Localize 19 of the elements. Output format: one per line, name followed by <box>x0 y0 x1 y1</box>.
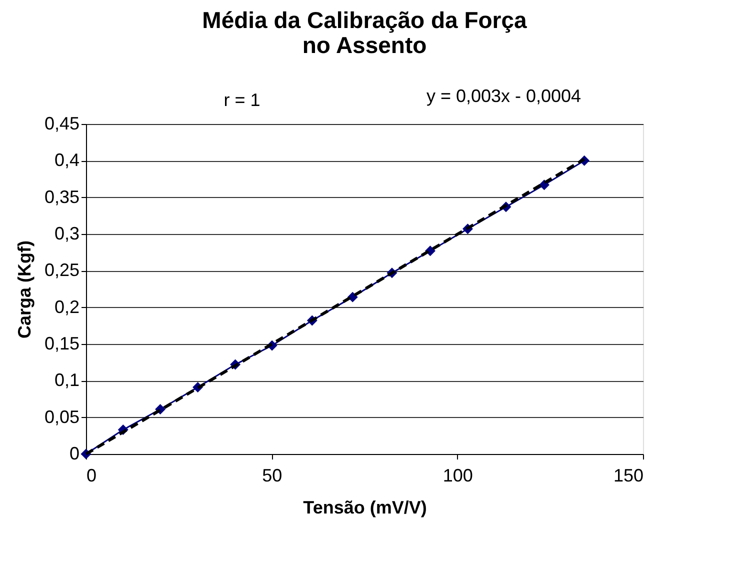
y-axis-title: Carga (Kgf) <box>14 240 34 338</box>
y-tick-label: 0,2 <box>54 296 80 317</box>
text: r = 1 <box>224 90 260 110</box>
x-axis-title: Tensão (mV/V) <box>303 498 427 518</box>
y-tick-label: 0,15 <box>44 334 80 354</box>
y-tick-label: 0,25 <box>44 260 80 280</box>
x-tick-label: 0 <box>86 466 97 486</box>
text: y = 0,003x - 0,0004 <box>426 86 582 106</box>
y-tick-label: 0,1 <box>54 370 80 390</box>
y-tick-label: 0,4 <box>54 150 80 170</box>
chart-title: Média da Calibração da Força no Assento <box>202 7 528 58</box>
x-tick-label: 50 <box>262 466 282 486</box>
y-tick-label: 0,45 <box>44 114 80 134</box>
y-tick-label: 0 <box>69 444 80 464</box>
y-tick-label: 0,3 <box>54 224 80 244</box>
x-tick-label: 150 <box>613 466 644 486</box>
y-tick-label: 0,35 <box>44 186 80 207</box>
x-tick-label: 100 <box>442 466 473 486</box>
y-tick-label: 0,05 <box>44 406 80 427</box>
